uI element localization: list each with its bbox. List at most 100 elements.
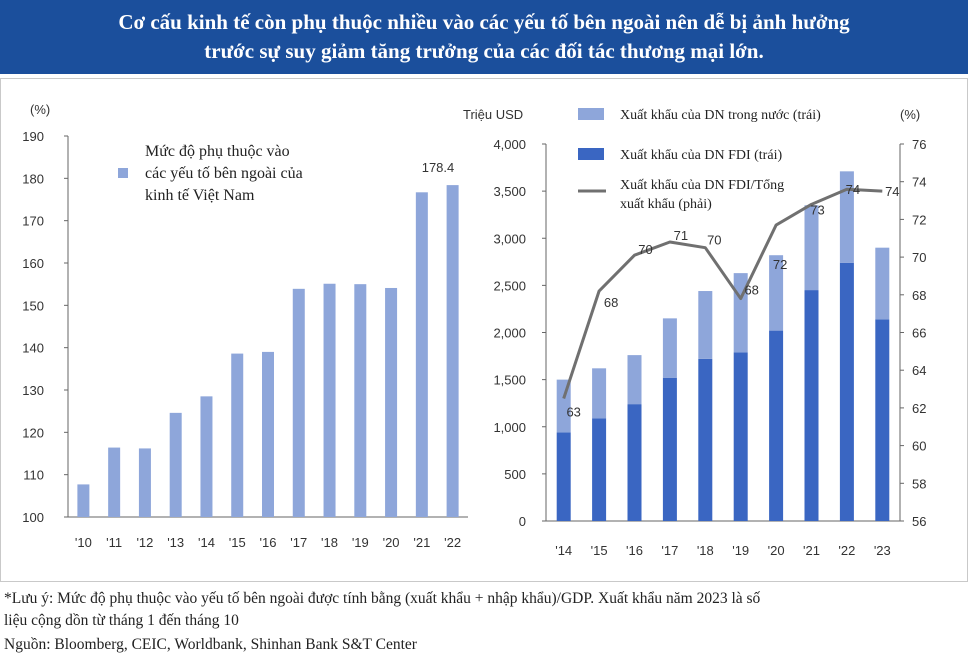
line-data-label: 63 (566, 404, 580, 419)
right-right-tick-label: 58 (912, 476, 926, 491)
left-y-ticks: 190 180 170 160 150 140 130 120 110 100 (22, 129, 68, 525)
left-y-tick-label: 140 (22, 341, 44, 356)
left-bars (77, 185, 459, 517)
left-bar (323, 283, 336, 517)
left-bar (415, 192, 428, 517)
domestic-bar (556, 379, 571, 433)
fdi-bar (804, 290, 819, 521)
legend-ratio-line-1: Xuất khẩu của DN FDI/Tổng (620, 178, 784, 193)
left-x-tick-label: '16 (260, 535, 277, 550)
left-bar (77, 484, 90, 517)
left-bar (292, 288, 305, 517)
right-left-tick-label: 2,500 (493, 278, 526, 293)
header-title-line-1: Cơ cấu kinh tế còn phụ thuộc nhiều vào c… (118, 10, 850, 34)
left-bar (446, 185, 459, 517)
left-bar (200, 396, 213, 517)
right-x-tick-label: '17 (661, 543, 678, 558)
legend-swatch-fdi (578, 148, 604, 160)
left-legend-line-3: kinh tế Việt Nam (145, 187, 255, 204)
right-right-tick-label: 76 (912, 137, 926, 152)
right-x-tick-label: '20 (768, 543, 785, 558)
line-data-label: 73 (810, 202, 824, 217)
right-left-tick-label: 1,500 (493, 373, 526, 388)
left-x-tick-label: '12 (136, 535, 153, 550)
right-left-tick-label: 2,000 (493, 326, 526, 341)
right-left-tick-label: 1,000 (493, 420, 526, 435)
right-right-tick-label: 60 (912, 439, 926, 454)
footnote-line-2: liệu cộng dồn từ tháng 1 đến tháng 10 (4, 612, 239, 629)
left-y-tick-label: 180 (22, 171, 44, 186)
left-y-tick-label: 130 (22, 383, 44, 398)
right-left-tick-label: 500 (504, 467, 526, 482)
left-x-tick-label: '18 (321, 535, 338, 550)
right-chart: Triệu USD (%) 4,000 3,500 3,000 2,500 2,000 1… (463, 107, 926, 558)
line-data-label: 74 (885, 184, 899, 199)
left-y-tick-label: 170 (22, 214, 44, 229)
legend-domestic: Xuất khẩu của DN trong nước (trái) (620, 108, 821, 123)
left-x-labels: '10 '11 '12 '13 '14 '15 '16 '17 '18 '19 '20 '21 '22 (75, 535, 461, 550)
left-x-tick-label: '10 (75, 535, 92, 550)
right-x-tick-label: '22 (838, 543, 855, 558)
left-y-tick-label: 150 (22, 298, 44, 313)
right-x-tick-label: '19 (732, 543, 749, 558)
legend-fdi: Xuất khẩu của DN FDI (trái) (620, 148, 782, 163)
line-data-label: 68 (604, 295, 618, 310)
fdi-bar (875, 319, 890, 521)
domestic-bar (627, 355, 642, 405)
right-right-tick-label: 72 (912, 212, 926, 227)
fdi-bar (698, 358, 713, 521)
left-x-tick-label: '21 (413, 535, 430, 550)
line-data-label: 70 (707, 233, 721, 248)
left-bar (354, 284, 367, 517)
domestic-bar (875, 247, 890, 320)
fdi-bar (733, 352, 748, 521)
left-x-tick-label: '11 (106, 535, 122, 550)
line-data-label: 70 (638, 242, 652, 257)
source-line: Nguồn: Bloomberg, CEIC, Worldbank, Shinh… (4, 636, 417, 653)
left-y-unit: (%) (30, 102, 50, 117)
left-x-tick-label: '20 (383, 535, 400, 550)
left-legend-line-1: Mức độ phụ thuộc vào (145, 143, 290, 160)
left-y-tick-label: 190 (22, 129, 44, 144)
right-x-tick-label: '14 (555, 543, 572, 558)
right-x-tick-label: '21 (803, 543, 820, 558)
left-x-tick-label: '19 (352, 535, 369, 550)
right-right-tick-label: 62 (912, 401, 926, 416)
right-right-tick-label: 70 (912, 250, 926, 265)
right-left-tick-label: 4,000 (493, 137, 526, 152)
domestic-bar (769, 255, 784, 331)
left-annotation: 178.4 (422, 160, 455, 175)
legend-ratio-line-2: xuất khẩu (phải) (620, 197, 712, 212)
right-x-tick-label: '15 (591, 543, 608, 558)
left-y-tick-label: 110 (23, 468, 44, 483)
domestic-bar (839, 171, 854, 263)
right-x-labels: '14 '15 '16 '17 '18 '19 '20 '21 '22 '23 (555, 543, 891, 558)
left-x-tick-label: '14 (198, 535, 215, 550)
fdi-bar (556, 432, 571, 521)
footnote-line-1: *Lưu ý: Mức độ phụ thuộc vào yếu tố bên … (4, 590, 761, 607)
left-bar (385, 287, 398, 517)
left-bar (169, 412, 182, 517)
right-x-tick-label: '16 (626, 543, 643, 558)
right-right-unit: (%) (900, 107, 920, 122)
domestic-bar (804, 205, 819, 291)
legend-swatch-domestic (578, 108, 604, 120)
right-bars (556, 171, 890, 521)
right-x-tick-label: '18 (697, 543, 714, 558)
right-left-tick-label: 0 (519, 514, 526, 529)
left-x-tick-label: '17 (290, 535, 307, 550)
left-y-tick-label: 100 (22, 510, 44, 525)
header-title-line-2: trước sự suy giảm tăng trưởng của các đố… (204, 39, 764, 63)
right-right-ticks: 76 74 72 70 68 66 64 62 60 58 56 (900, 137, 926, 529)
left-bar (138, 448, 151, 517)
left-x-tick-label: '15 (229, 535, 246, 550)
left-bar (231, 353, 244, 517)
line-data-label: 71 (674, 228, 688, 243)
right-left-unit: Triệu USD (463, 107, 523, 122)
left-legend-line-2: các yếu tố bên ngoài của (145, 165, 303, 182)
fdi-bar (769, 330, 784, 521)
right-left-ticks: 4,000 3,500 3,000 2,500 2,000 1,500 1,000 500 0 (493, 137, 546, 529)
left-x-tick-label: '13 (167, 535, 184, 550)
